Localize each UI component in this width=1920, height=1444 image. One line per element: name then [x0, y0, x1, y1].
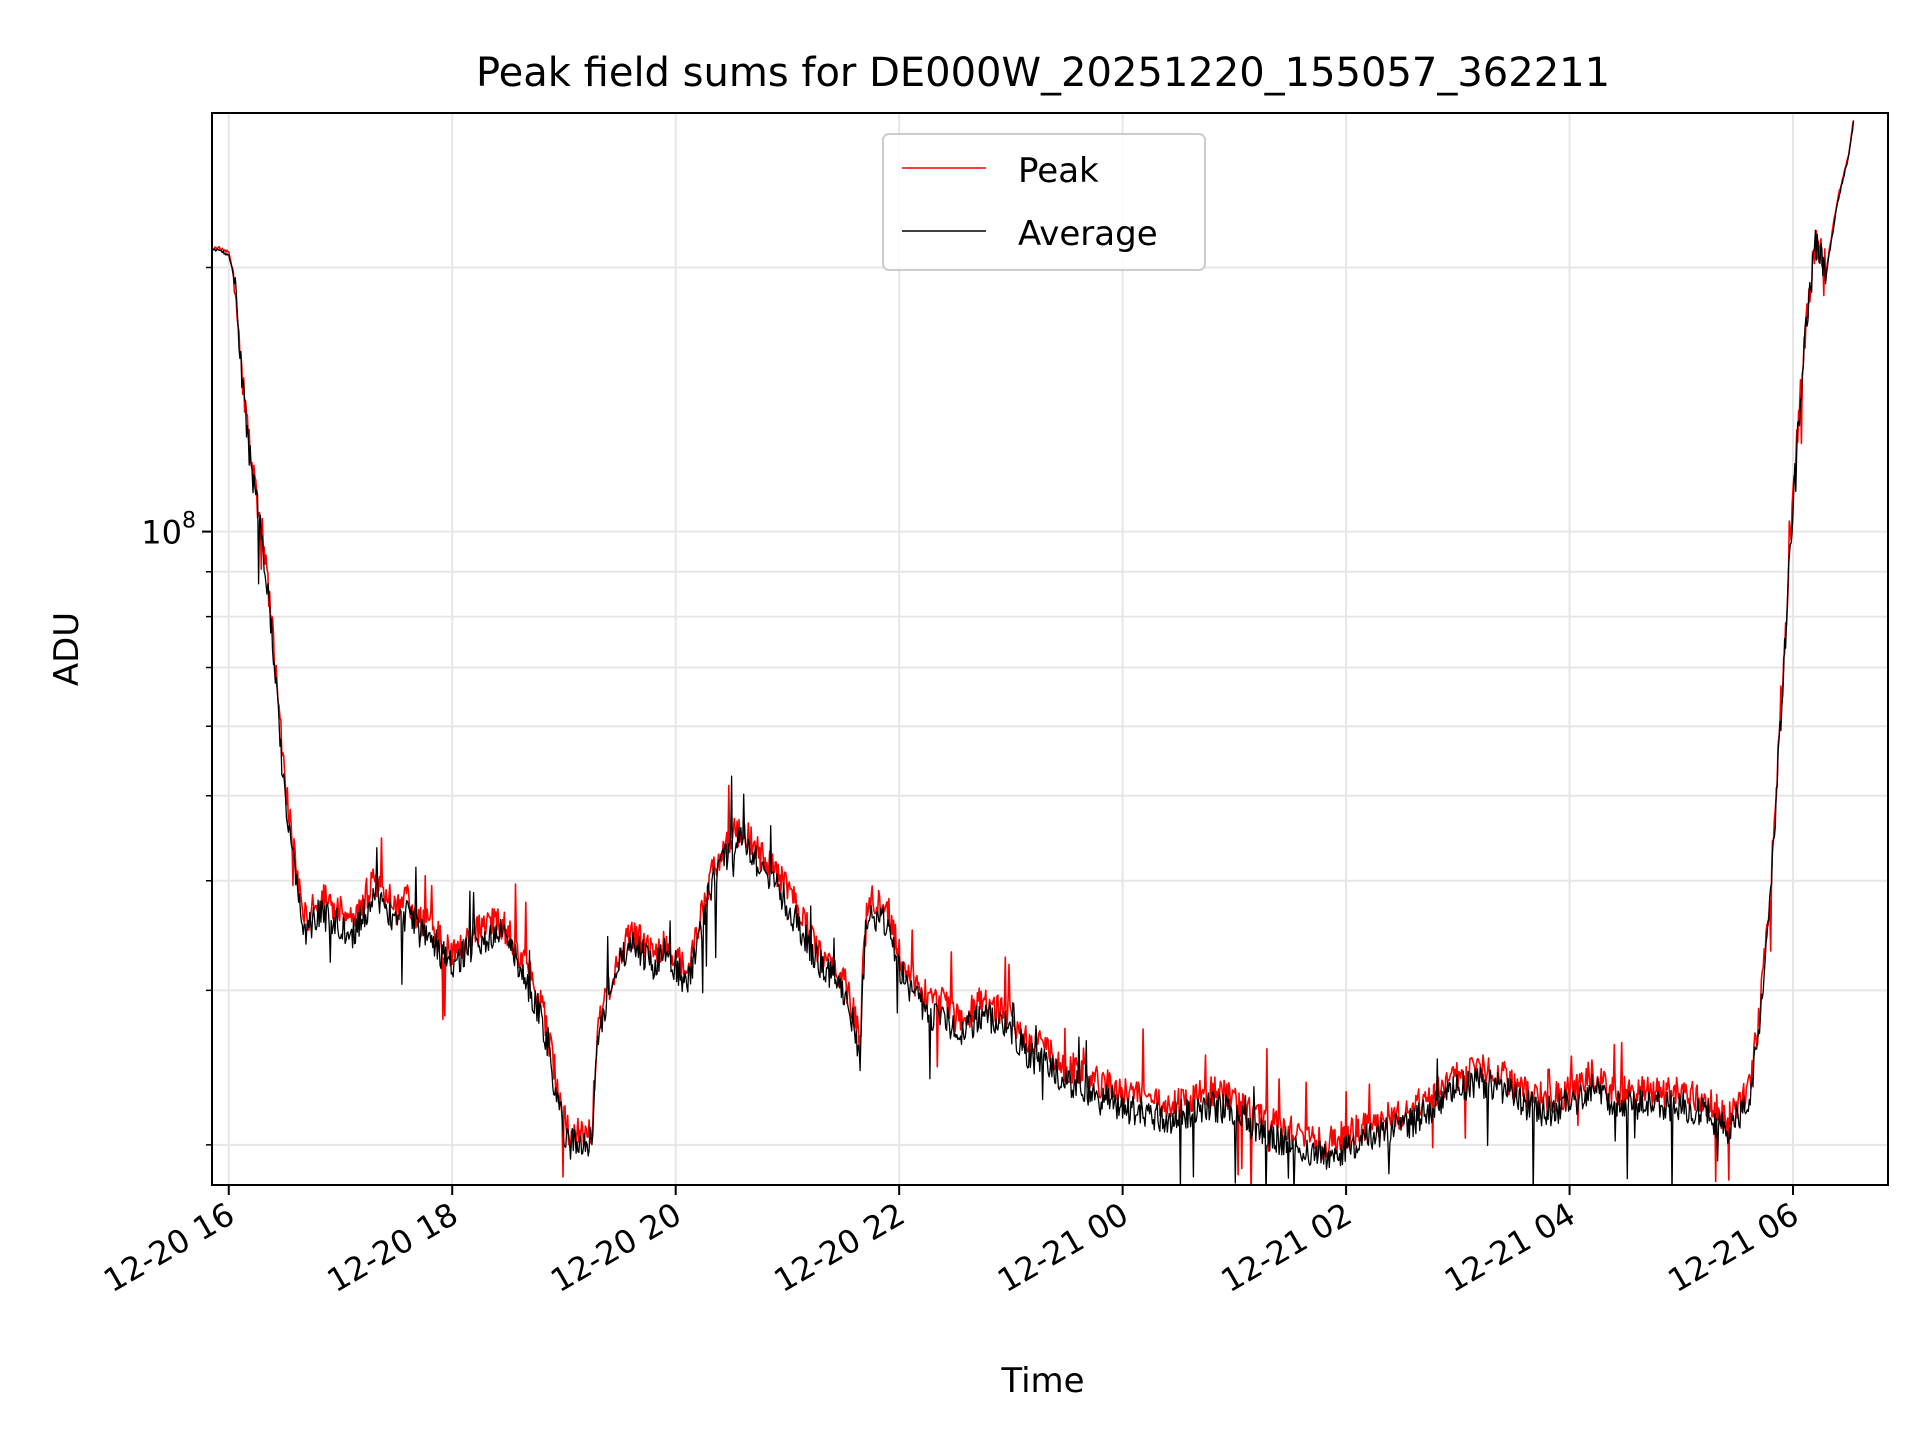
y-axis-label: ADU [47, 612, 87, 686]
grid-lines [212, 113, 1888, 1185]
series-line-average [212, 120, 1855, 1185]
series-lines [212, 120, 1855, 1185]
legend-label-peak: Peak [1018, 151, 1099, 191]
x-axis-label: Time [1000, 1361, 1084, 1401]
chart-title: Peak field sums for DE000W_20251220_1550… [476, 50, 1610, 96]
legend: Peak Average [882, 133, 1206, 271]
legend-label-average: Average [1018, 214, 1158, 254]
plot-frame [211, 112, 1889, 1186]
